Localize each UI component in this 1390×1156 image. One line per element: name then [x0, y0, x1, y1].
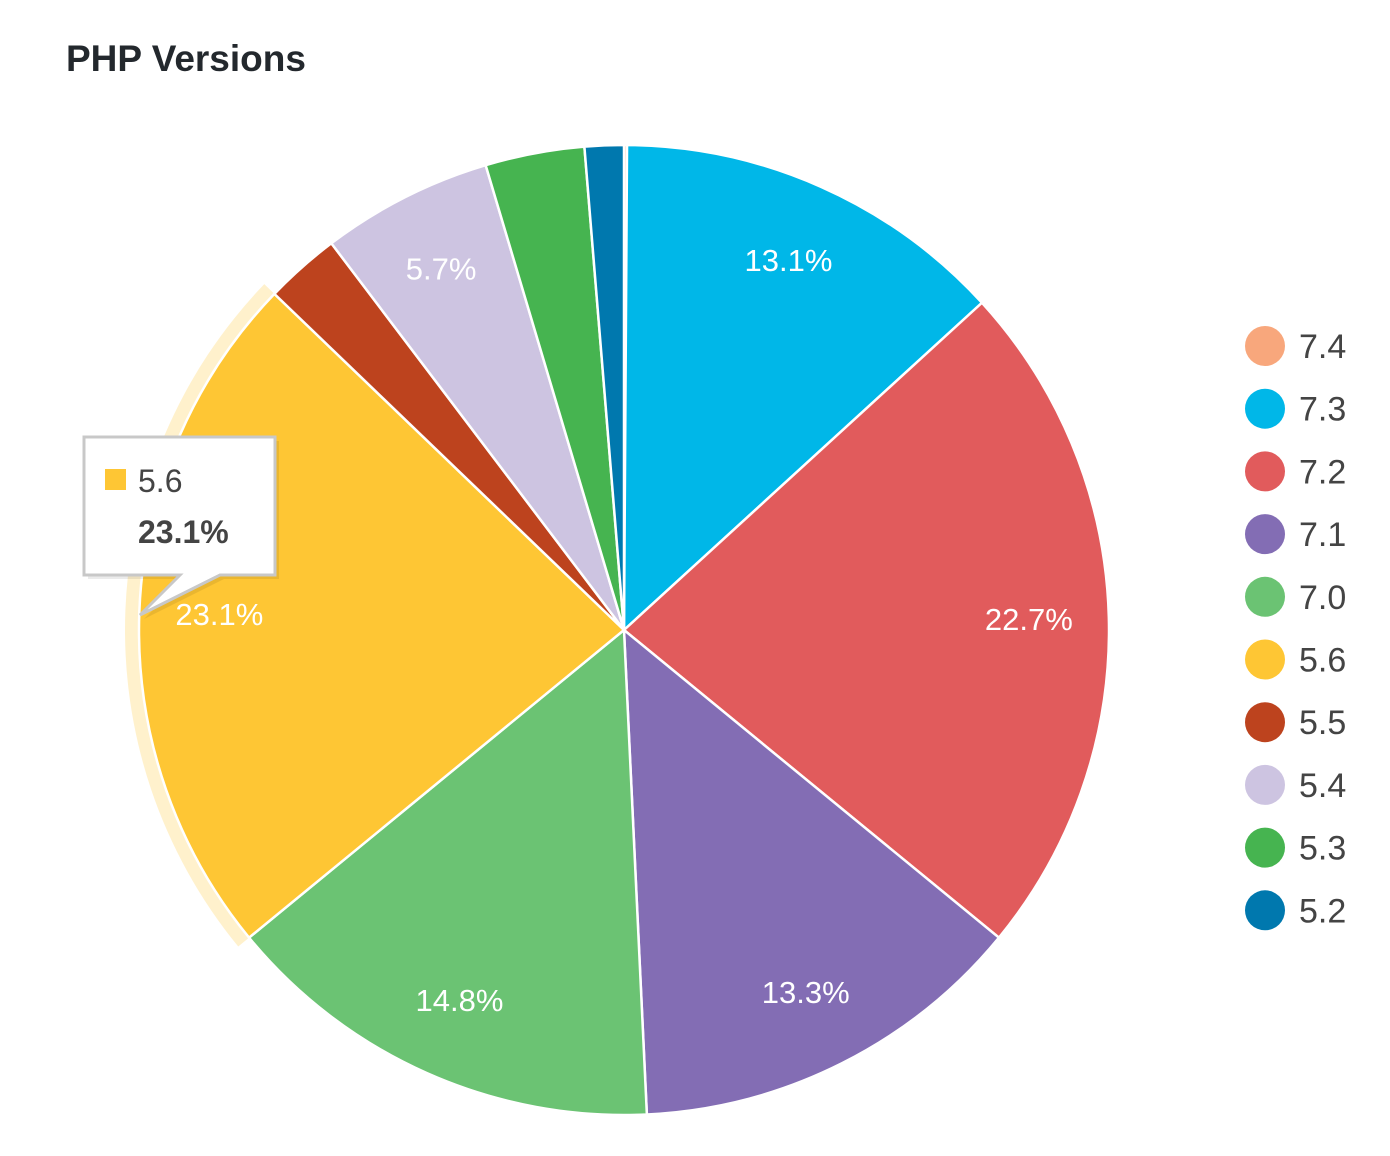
- data-label-7.3: 13.1%: [745, 243, 833, 278]
- data-label-7.1: 13.3%: [762, 975, 850, 1010]
- legend-label: 5.4: [1299, 767, 1346, 805]
- legend-item-5.5[interactable]: 5.5: [1245, 702, 1346, 743]
- slice-7.0[interactable]: [247, 627, 649, 1117]
- slice-7.3[interactable]: [622, 143, 984, 633]
- legend-marker: [1245, 326, 1285, 366]
- legend-marker: [1245, 639, 1285, 680]
- legend-marker: [1245, 827, 1285, 868]
- legend-item-7.2[interactable]: 7.2: [1245, 451, 1346, 492]
- legend-label: 5.2: [1299, 892, 1346, 930]
- legend-marker: [1245, 764, 1285, 805]
- slice-5.4[interactable]: [329, 163, 626, 631]
- legend-item-5.2[interactable]: 5.2: [1245, 890, 1346, 931]
- legend-label: 7.4: [1299, 328, 1346, 366]
- data-label-7.0: 14.8%: [416, 983, 504, 1018]
- slice-7.2[interactable]: [622, 300, 1111, 940]
- legend-marker: [1245, 514, 1285, 555]
- legend-marker: [1245, 702, 1285, 743]
- chart-title: PHP Versions: [66, 38, 306, 79]
- legend-item-7.0[interactable]: 7.0: [1245, 576, 1346, 617]
- legend-item-5.6[interactable]: 5.6: [1245, 639, 1346, 680]
- tooltip-value: 23.1%: [138, 514, 229, 550]
- legend-item-7.4[interactable]: 7.4: [1245, 326, 1346, 366]
- legend-item-5.3[interactable]: 5.3: [1245, 827, 1346, 868]
- data-label-5.4: 5.7%: [406, 252, 477, 287]
- legend-item-7.3[interactable]: 7.3: [1245, 388, 1346, 429]
- data-label-7.2: 22.7%: [985, 602, 1073, 637]
- tooltip: 5.6 23.1%: [82, 435, 279, 619]
- legend-label: 7.2: [1299, 453, 1346, 491]
- legend-label: 7.0: [1299, 579, 1346, 617]
- legend-marker: [1245, 890, 1285, 931]
- slice-5.2[interactable]: [583, 143, 626, 631]
- legend-marker: [1245, 576, 1285, 617]
- legend-item-7.1[interactable]: 7.1: [1245, 514, 1346, 555]
- slice-7.1[interactable]: [622, 627, 1001, 1116]
- legend-label: 5.6: [1299, 642, 1346, 680]
- legend-label: 7.1: [1299, 516, 1346, 554]
- legend-item-5.4[interactable]: 5.4: [1245, 764, 1346, 805]
- legend-label: 5.3: [1299, 830, 1346, 868]
- tooltip-marker: [105, 469, 126, 490]
- legend-marker: [1245, 451, 1285, 492]
- legend-marker: [1245, 388, 1285, 429]
- legend-label: 7.3: [1299, 391, 1346, 429]
- tooltip-label: 5.6: [138, 463, 182, 499]
- data-label-5.6: 23.1%: [175, 597, 263, 632]
- legend-label: 5.5: [1299, 704, 1346, 742]
